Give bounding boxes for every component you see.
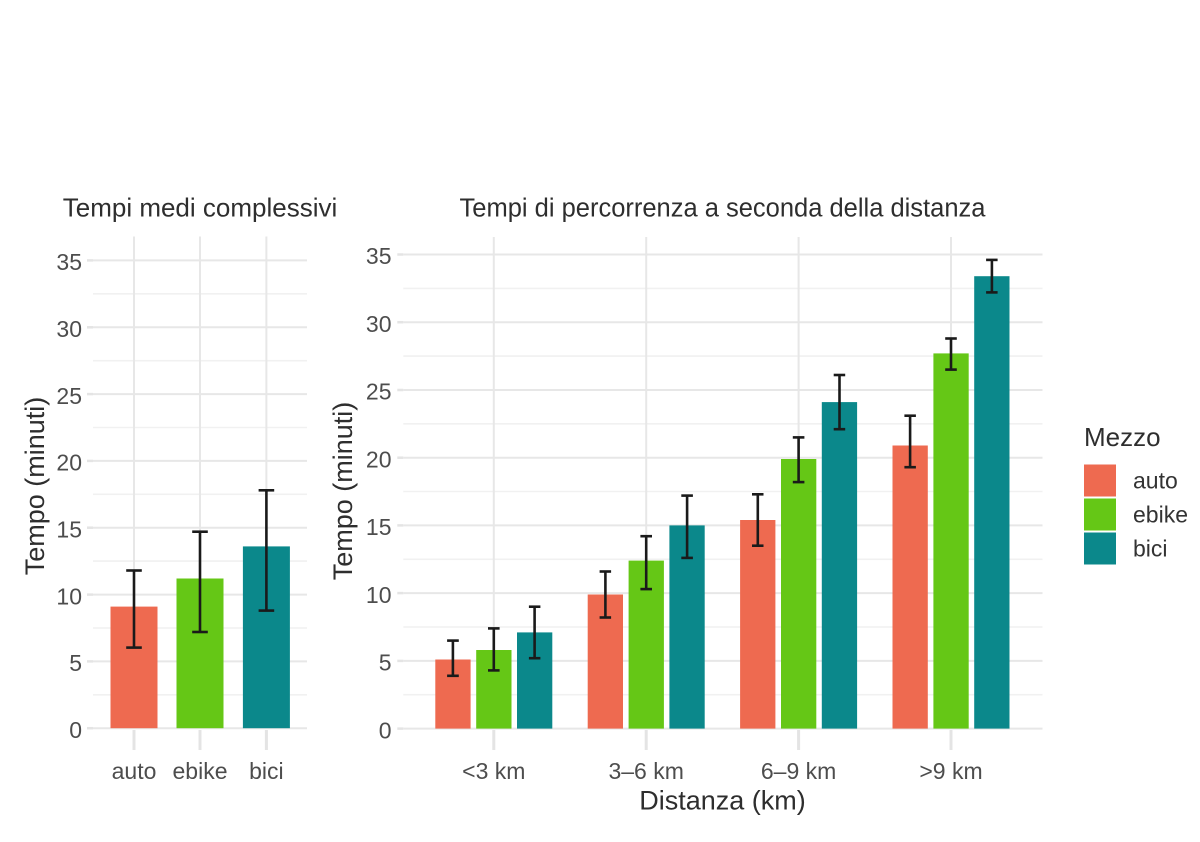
svg-text:ebike: ebike xyxy=(173,758,228,784)
svg-text:25: 25 xyxy=(56,383,82,409)
svg-text:3–6 km: 3–6 km xyxy=(608,758,683,784)
svg-text:35: 35 xyxy=(366,243,392,269)
svg-text:35: 35 xyxy=(56,249,82,275)
svg-text:6–9 km: 6–9 km xyxy=(761,758,836,784)
svg-text:15: 15 xyxy=(56,516,82,542)
svg-text:20: 20 xyxy=(56,450,82,476)
svg-text:Tempo (minuti): Tempo (minuti) xyxy=(328,402,358,581)
svg-text:Tempo (minuti): Tempo (minuti) xyxy=(20,397,50,576)
svg-text:Tempi medi complessivi: Tempi medi complessivi xyxy=(63,193,338,223)
svg-text:0: 0 xyxy=(379,717,392,743)
svg-text:20: 20 xyxy=(366,446,392,472)
svg-text:10: 10 xyxy=(366,582,392,608)
svg-text:25: 25 xyxy=(366,379,392,405)
svg-text:<3 km: <3 km xyxy=(462,758,525,784)
svg-text:auto: auto xyxy=(112,758,157,784)
svg-text:5: 5 xyxy=(379,650,392,676)
svg-text:15: 15 xyxy=(366,514,392,540)
svg-text:30: 30 xyxy=(366,311,392,337)
svg-text:bici: bici xyxy=(249,758,284,784)
svg-text:auto: auto xyxy=(1133,468,1178,494)
svg-text:10: 10 xyxy=(56,583,82,609)
svg-text:Mezzo: Mezzo xyxy=(1084,422,1161,452)
svg-text:Tempi di percorrenza a seconda: Tempi di percorrenza a seconda della dis… xyxy=(460,195,987,223)
svg-text:>9 km: >9 km xyxy=(919,758,982,784)
svg-text:Distanza (km): Distanza (km) xyxy=(639,785,806,815)
svg-text:5: 5 xyxy=(69,650,82,676)
svg-text:bici: bici xyxy=(1133,536,1168,562)
svg-text:0: 0 xyxy=(69,717,82,743)
svg-text:ebike: ebike xyxy=(1133,502,1188,528)
svg-text:30: 30 xyxy=(56,316,82,342)
